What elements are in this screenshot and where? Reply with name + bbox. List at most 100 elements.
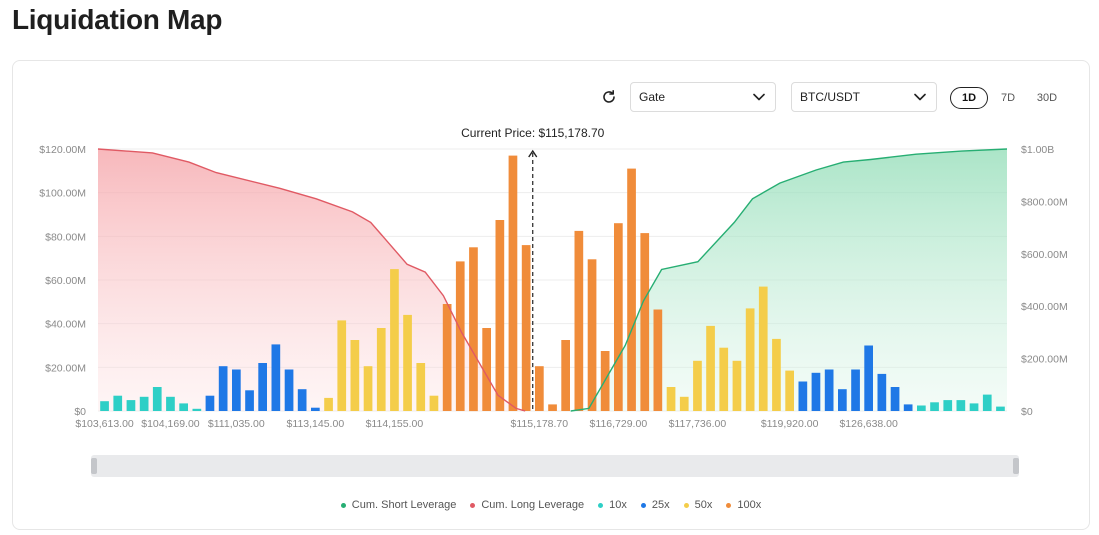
liquidation-map-card: Gate BTC/USDT 1D 7D 30D xyxy=(12,60,1090,530)
y-left-tick-label: $20.00M xyxy=(45,362,86,374)
bar-100x xyxy=(640,233,650,411)
legend-item-25x[interactable]: 25x xyxy=(640,499,670,511)
x-tick-label: $126,638.00 xyxy=(839,418,898,430)
bar-25x xyxy=(851,369,860,411)
bar-50x xyxy=(706,325,715,411)
bar-100x xyxy=(442,304,452,411)
refresh-icon xyxy=(603,90,615,103)
legend-dot-icon xyxy=(598,502,604,508)
y-right-tick-label: $200.00M xyxy=(1021,354,1068,366)
bar-100x xyxy=(548,404,557,411)
legend-dot-icon xyxy=(470,502,476,508)
legend-item-50x[interactable]: 50x xyxy=(683,499,713,511)
bar-10x xyxy=(930,402,939,411)
bar-50x xyxy=(679,396,689,411)
legend-label: 100x xyxy=(737,499,762,511)
range-slider-left-handle[interactable] xyxy=(91,458,97,474)
bar-25x xyxy=(798,381,808,411)
bar-50x xyxy=(719,347,729,411)
bar-25x xyxy=(245,390,254,411)
exchange-select-value: Gate xyxy=(639,90,666,104)
y-left-tick-label: $40.00M xyxy=(45,319,86,331)
bar-50x xyxy=(390,269,399,411)
y-left-tick-label: $100.00M xyxy=(39,188,86,200)
refresh-button[interactable] xyxy=(598,86,620,108)
bar-50x xyxy=(732,360,742,411)
bar-25x xyxy=(218,366,228,411)
bar-50x xyxy=(693,360,702,411)
y-right-tick-label: $0 xyxy=(1021,406,1033,418)
bar-50x xyxy=(350,340,360,411)
bar-25x xyxy=(838,389,847,411)
x-tick-label: $111,035.00 xyxy=(208,418,265,430)
x-tick-label: $104,169.00 xyxy=(141,418,200,430)
y-right-tick-label: $400.00M xyxy=(1021,301,1068,313)
bar-25x xyxy=(311,407,320,411)
legend-item-long[interactable]: Cum. Long Leverage xyxy=(470,499,584,511)
y-right-tick-label: $1.00B xyxy=(1021,144,1054,156)
cum-short-area xyxy=(570,149,1007,411)
legend-item-10x[interactable]: 10x xyxy=(598,499,627,511)
legend-dot-icon xyxy=(683,502,689,508)
page-title: Liquidation Map xyxy=(12,4,223,35)
y-left-tick-label: $60.00M xyxy=(45,275,86,287)
bar-25x xyxy=(903,404,913,411)
bar-10x xyxy=(982,394,992,411)
bar-100x xyxy=(455,261,465,411)
bar-50x xyxy=(376,328,386,411)
bar-100x xyxy=(614,223,623,411)
bar-25x xyxy=(824,369,834,411)
bar-10x xyxy=(166,396,175,411)
chart-legend: Cum. Short Leverage Cum. Long Leverage 10x… xyxy=(13,499,1089,511)
range-slider[interactable] xyxy=(91,455,1019,477)
timeframe-1d[interactable]: 1D xyxy=(950,87,988,109)
bar-25x xyxy=(284,369,294,411)
bar-10x xyxy=(100,401,109,411)
bar-100x xyxy=(469,247,478,412)
bar-25x xyxy=(297,389,307,411)
bar-50x xyxy=(745,308,755,411)
timeframe-30d[interactable]: 30D xyxy=(1036,92,1058,104)
legend-label: 50x xyxy=(694,499,713,511)
bar-25x xyxy=(205,395,215,411)
bar-25x xyxy=(232,369,241,411)
pair-select-value: BTC/USDT xyxy=(800,90,860,104)
toolbar: Gate BTC/USDT 1D 7D 30D xyxy=(13,61,1089,121)
bar-10x xyxy=(192,408,202,411)
legend-dot-icon xyxy=(340,502,346,508)
bar-100x xyxy=(508,155,518,411)
legend-label: Cum. Long Leverage xyxy=(481,499,585,511)
legend-item-100x[interactable]: 100x xyxy=(726,499,761,511)
pair-select[interactable]: BTC/USDT xyxy=(791,82,937,112)
current-price-arrow-icon xyxy=(528,149,538,158)
y-left-tick-label: $0 xyxy=(74,406,86,418)
legend-label: 25x xyxy=(651,499,670,511)
bar-100x xyxy=(587,259,597,411)
bar-25x xyxy=(890,387,900,411)
bar-25x xyxy=(877,373,887,411)
chevron-down-icon xyxy=(753,93,765,101)
cum-short-line xyxy=(570,148,1008,412)
bar-10x xyxy=(917,405,926,411)
exchange-select[interactable]: Gate xyxy=(630,82,776,112)
bar-10x xyxy=(943,400,953,411)
legend-label: Cum. Short Leverage xyxy=(351,499,457,511)
x-tick-label: $113,145.00 xyxy=(287,418,345,430)
legend-item-short[interactable]: Cum. Short Leverage xyxy=(340,499,457,511)
bar-50x xyxy=(416,363,426,411)
bar-100x xyxy=(561,340,570,411)
timeframe-7d[interactable]: 7D xyxy=(1000,92,1016,104)
x-tick-label: $114,155.00 xyxy=(366,418,424,430)
bar-25x xyxy=(811,372,821,411)
y-right-tick-label: $800.00M xyxy=(1021,196,1068,208)
bar-50x xyxy=(758,286,768,411)
bar-10x xyxy=(969,403,979,411)
y-left-tick-label: $80.00M xyxy=(45,231,86,243)
bar-100x xyxy=(521,245,531,411)
bar-25x xyxy=(271,344,281,411)
bar-100x xyxy=(482,328,491,411)
legend-label: 10x xyxy=(609,499,627,511)
bar-100x xyxy=(535,366,544,411)
range-slider-right-handle[interactable] xyxy=(1013,458,1019,474)
bar-10x xyxy=(179,403,188,411)
